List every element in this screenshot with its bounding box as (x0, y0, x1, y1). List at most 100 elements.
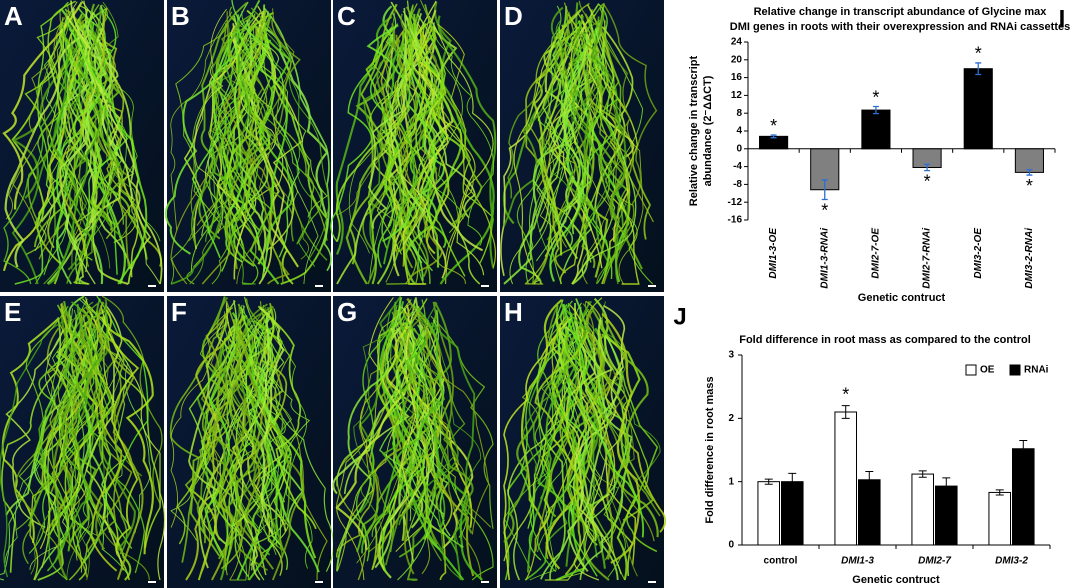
error-bar (865, 471, 874, 489)
root (433, 22, 495, 247)
root (51, 308, 90, 561)
x-tick-label: DMI3-2-OE (973, 228, 984, 279)
root (0, 319, 67, 578)
root (417, 4, 483, 225)
root (396, 299, 438, 521)
x-tick-label: DMI2-7-RNAi (922, 228, 933, 289)
photo-panels: A B C D E F G H (0, 0, 667, 588)
root (92, 35, 136, 240)
root (411, 312, 482, 549)
root (218, 13, 277, 223)
root (376, 308, 432, 540)
x-tick-label: DMI1-3 (841, 556, 874, 567)
significance-label: * (975, 44, 982, 64)
root (59, 7, 108, 257)
y-tick-label: -12 (728, 197, 743, 208)
panel-letter: F (171, 297, 187, 327)
root (521, 313, 575, 499)
root (208, 25, 247, 280)
root (77, 322, 129, 575)
root (430, 321, 476, 581)
root (362, 327, 415, 540)
root (397, 309, 490, 535)
root (96, 295, 149, 549)
chart: J Fold difference in root mass as compare… (673, 303, 1051, 586)
root (259, 301, 328, 581)
significance-label: * (821, 200, 828, 220)
root (4, 35, 82, 268)
error-bar (924, 163, 931, 172)
root (48, 321, 115, 536)
root (390, 0, 437, 246)
root (52, 307, 90, 581)
root (224, 308, 260, 571)
root (247, 20, 301, 285)
root (397, 322, 445, 581)
root (43, 18, 87, 276)
panel-letter: B (171, 1, 190, 31)
root (584, 9, 616, 241)
bar (988, 491, 1012, 546)
root (2, 1, 83, 210)
error-bar (788, 472, 797, 491)
error-bar (975, 62, 982, 76)
y-tick-label: 8 (736, 108, 742, 119)
root (507, 20, 600, 199)
root (603, 4, 658, 239)
root (381, 6, 434, 249)
root (97, 335, 123, 533)
root (395, 22, 466, 285)
photo: G (332, 295, 497, 588)
legend-swatch (1009, 364, 1021, 376)
root (590, 11, 627, 255)
root (217, 329, 274, 570)
root (215, 302, 288, 541)
x-tick-label: DMI2-7 (918, 556, 951, 567)
root (42, 1, 119, 219)
root (73, 4, 109, 251)
x-tick-label: DMI1-3-RNAi (819, 228, 830, 289)
root (575, 298, 629, 507)
root (208, 318, 261, 532)
root (371, 10, 416, 225)
panel-letter: D (504, 1, 523, 31)
root (582, 303, 655, 542)
x-axis-label: Genetic contruct (858, 292, 946, 304)
root (193, 8, 227, 234)
chart-letter: I (1059, 5, 1066, 32)
root (393, 332, 415, 575)
root (101, 316, 154, 555)
x-tick-label: DMI2-7-OE (871, 228, 882, 279)
root (536, 333, 572, 581)
root (63, 34, 123, 284)
root (353, 324, 393, 544)
y-tick-label: 4 (736, 126, 742, 137)
root (545, 306, 608, 518)
legend-label: RNAi (1024, 365, 1049, 376)
root (553, 13, 588, 285)
root (101, 295, 163, 504)
root (76, 302, 136, 552)
root (398, 326, 459, 526)
root (545, 27, 576, 248)
bar (834, 411, 858, 546)
root (3, 24, 68, 285)
root (387, 4, 431, 285)
root (359, 295, 404, 514)
root (383, 34, 418, 265)
chart-letter: J (673, 303, 686, 330)
root (418, 28, 496, 269)
root (403, 19, 433, 207)
root (218, 32, 248, 272)
photo: D (500, 0, 664, 292)
root (555, 335, 601, 581)
root (503, 334, 574, 543)
root (520, 324, 562, 561)
root (223, 15, 272, 259)
root (218, 300, 249, 570)
root (529, 329, 585, 581)
root (40, 330, 87, 572)
root (253, 317, 335, 572)
root (97, 7, 129, 275)
